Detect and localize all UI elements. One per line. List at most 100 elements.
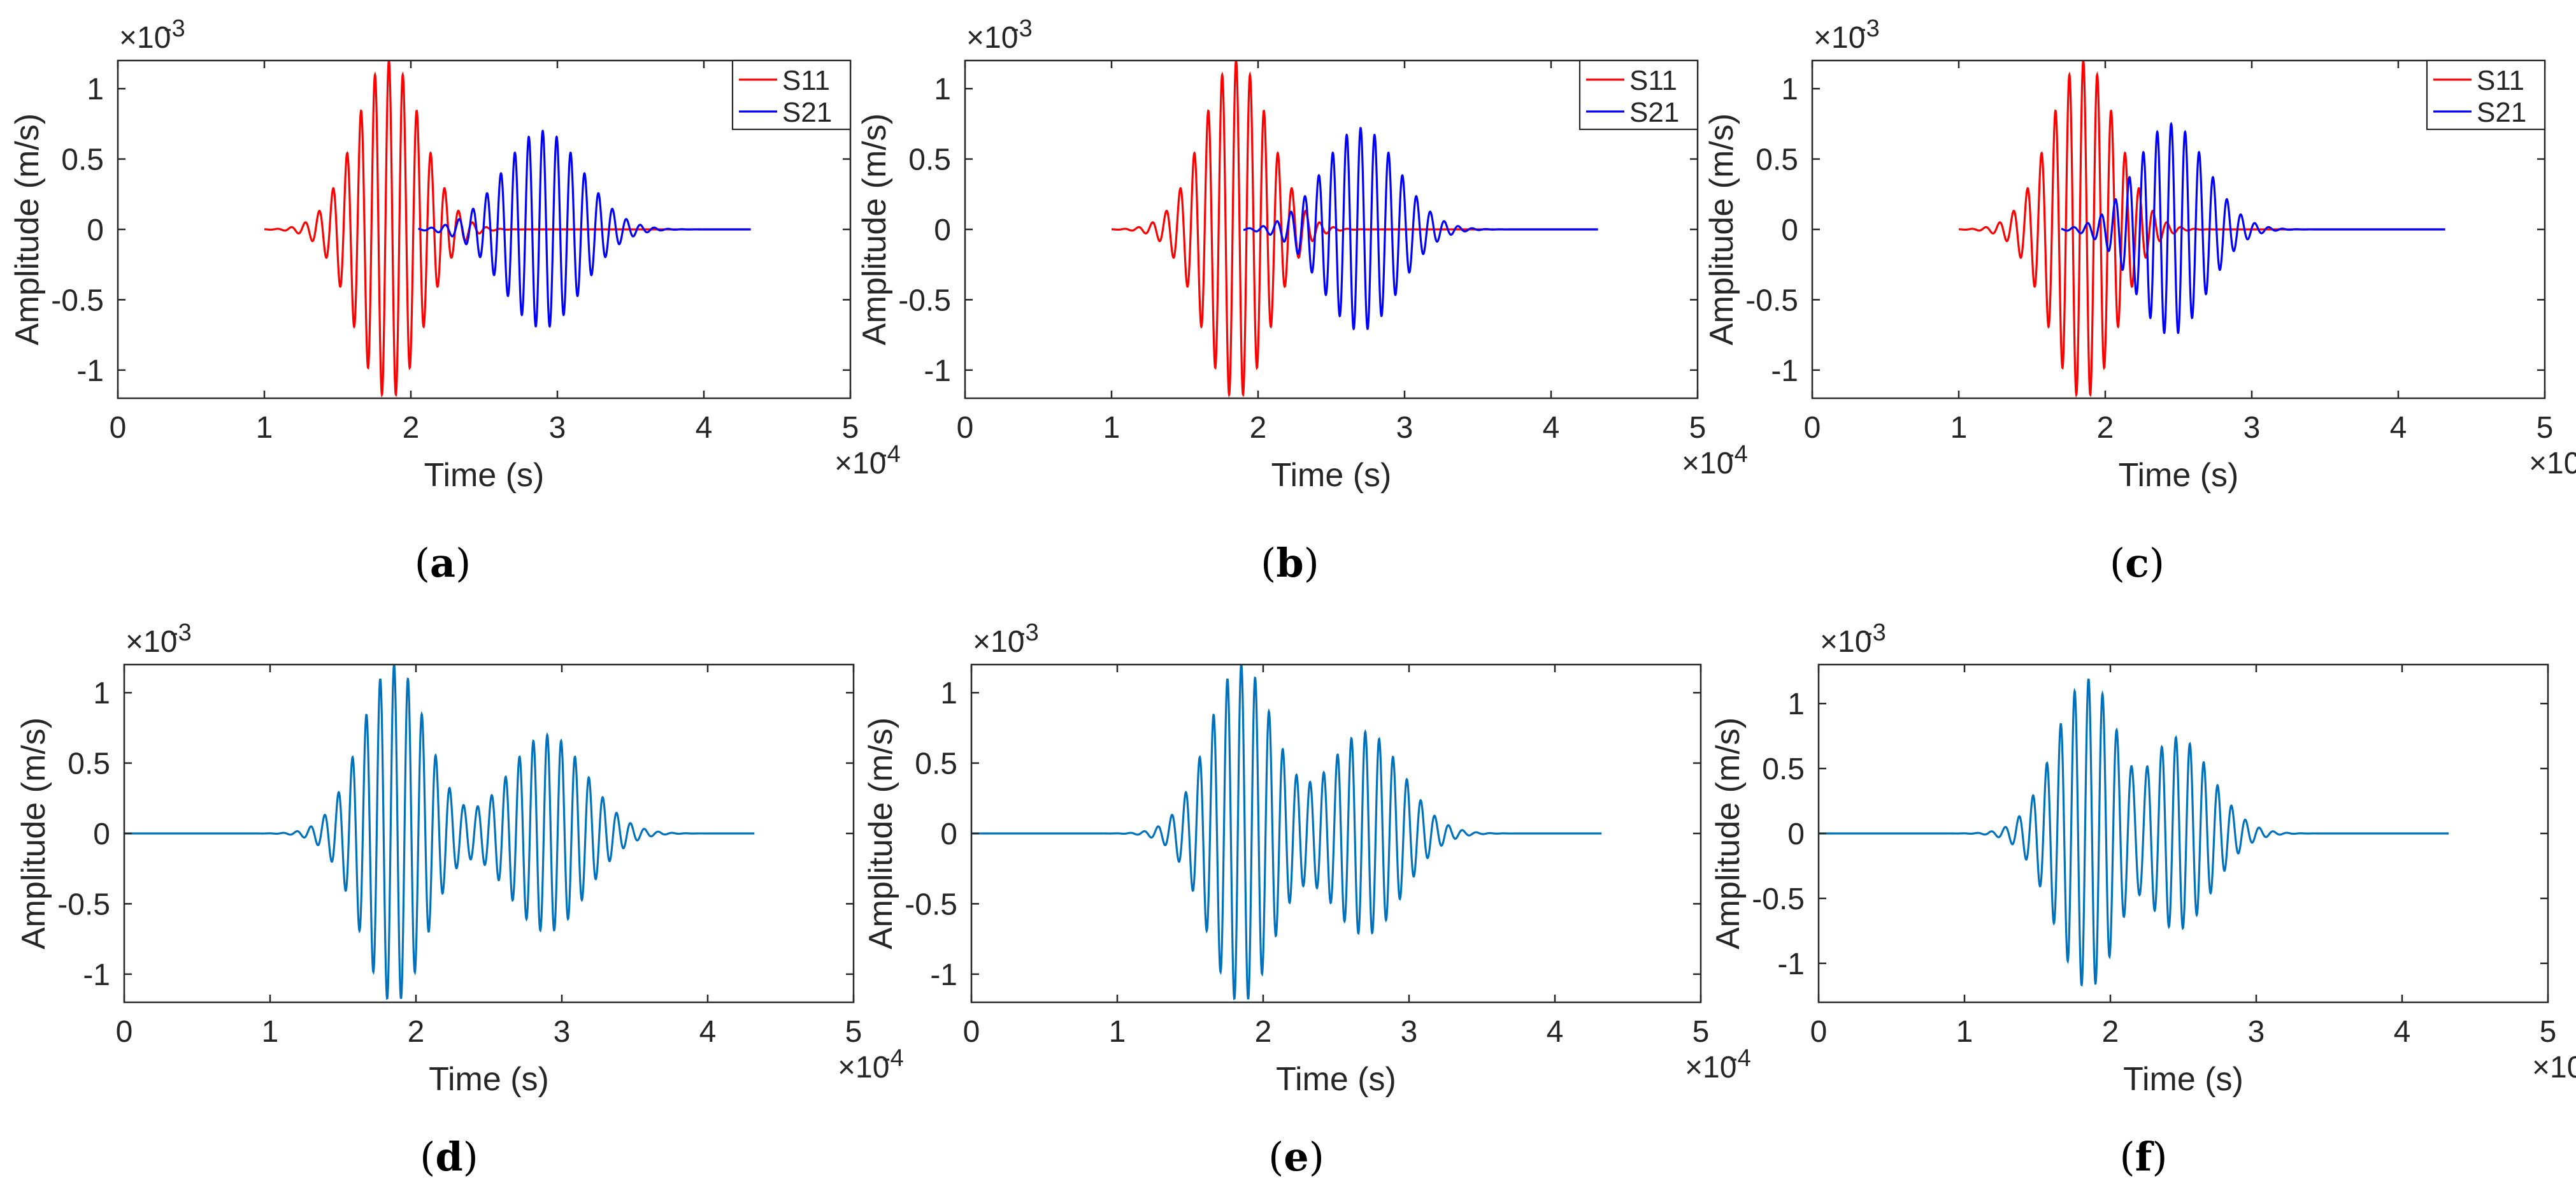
chart-panel-d: 0 1 2 3 4 5 -1 -0.5 0 0.5 1 Time (s) Amplitude (m/s)… [15,619,904,1180]
y-multiplier-label: ×10 [1814,21,1865,55]
series-line-sum-e [971,665,1602,1000]
y-tick-label: 1 [93,677,110,710]
series-line-sum-d [124,665,755,1000]
y-axis-label: Amplitude (m/s) [1710,717,1747,949]
y-multiplier-label: ×10 [973,625,1024,659]
x-multiplier-label: ×10 [834,447,886,480]
x-tick-label: 3 [549,411,566,445]
x-tick-label: 2 [403,411,420,445]
x-tick-label: 3 [554,1015,571,1049]
x-multiplier-label: ×10 [838,1051,889,1084]
y-tick-label: 0 [1781,213,1798,247]
y-multiplier-exponent: -3 [1011,15,1033,42]
y-tick-label: 1 [1781,73,1798,106]
x-tick-label: 2 [2102,1015,2119,1049]
x-tick-label: 3 [2243,411,2261,445]
x-tick-label: 4 [2394,1015,2411,1049]
x-tick-label: 5 [2537,411,2554,445]
y-multiplier-label: ×10 [966,21,1018,55]
series-line-s11-b [1112,61,1598,398]
subfigure-caption-b: (b) [1261,540,1319,586]
x-axis-label: Time (s) [424,457,545,494]
x-tick-label: 4 [699,1015,717,1049]
y-tick-label: -1 [76,354,104,388]
y-axis-label: Amplitude (m/s) [862,717,899,949]
y-tick-label: -1 [930,958,957,992]
x-multiplier-label: ×10 [1682,447,1733,480]
x-tick-label: 4 [696,411,713,445]
x-multiplier-exponent: -4 [1729,1045,1751,1072]
x-tick-label: 3 [2248,1015,2265,1049]
x-tick-label: 3 [1396,411,1413,445]
x-tick-label: 4 [1547,1015,1564,1049]
chart-panel-b: 0 1 2 3 4 5 -1 -0.5 0 0.5 1 Time (s) Amplitude (m/s)… [856,15,1748,586]
y-tick-label: -1 [1771,354,1798,388]
plot-area-a [264,61,751,398]
x-tick-label: 2 [2097,411,2114,445]
x-multiplier-label: ×10 [2529,447,2576,480]
x-tick-label: 5 [2540,1015,2557,1049]
x-multiplier-label: ×10 [1685,1051,1736,1084]
y-axis-label: Amplitude (m/s) [9,113,46,345]
x-tick-label: 5 [845,1015,862,1049]
x-tick-label: 0 [116,1015,133,1049]
y-tick-label: -0.5 [1752,883,1805,916]
x-tick-label: 0 [957,411,974,445]
x-tick-label: 1 [1109,1015,1126,1049]
x-axis-label: Time (s) [429,1061,549,1098]
x-tick-label: 5 [842,411,859,445]
x-multiplier-label: ×10 [2532,1051,2576,1084]
y-tick-label: 1 [940,677,957,710]
legend-label-s11: S11 [1629,65,1677,96]
y-multiplier-label: ×10 [125,625,177,659]
chart-panel-c: 0 1 2 3 4 5 -1 -0.5 0 0.5 1 Time (s) Amplitude (m/s)… [1703,15,2576,586]
plot-area-f [1819,679,2449,987]
subfigure-caption-a: (a) [415,540,471,586]
y-multiplier-exponent: -3 [164,15,185,42]
x-tick-label: 5 [1692,1015,1710,1049]
y-tick-label: 0.5 [908,143,951,177]
plot-area-d [124,665,755,1000]
x-tick-label: 1 [262,1015,279,1049]
y-tick-label: 0 [940,818,957,851]
chart-panel-e: 0 1 2 3 4 5 -1 -0.5 0 0.5 1 Time (s) Amplitude (m/s)… [862,619,1751,1180]
y-tick-label: -0.5 [57,888,110,921]
y-multiplier-exponent: -3 [1864,619,1886,646]
y-tick-label: 0 [934,213,951,247]
y-axis-label: Amplitude (m/s) [15,717,52,949]
y-tick-label: 0.5 [915,747,957,781]
series-line-sum-f [1819,679,2449,987]
x-multiplier-exponent: -4 [882,1045,904,1072]
y-multiplier-label: ×10 [119,21,171,55]
y-multiplier-exponent: -3 [170,619,192,646]
x-tick-label: 4 [1543,411,1560,445]
x-tick-label: 3 [1401,1015,1418,1049]
y-multiplier-exponent: -3 [1017,619,1039,646]
chart-panel-a: 0 1 2 3 4 5 -1 -0.5 0 0.5 1 Time (s) Amplitude (m/s)… [9,15,901,586]
x-multiplier-exponent: -4 [1726,441,1748,468]
x-multiplier-exponent: -4 [2573,441,2576,468]
x-tick-label: 1 [1950,411,1968,445]
x-tick-label: 2 [1255,1015,1272,1049]
legend-box-a [731,59,852,131]
x-axis-label: Time (s) [1276,1061,1396,1098]
subfigure-caption-c: (c) [2110,540,2165,586]
y-tick-label: 0.5 [68,747,110,781]
x-tick-label: 1 [256,411,273,445]
x-tick-label: 4 [2390,411,2407,445]
chart-panel-f: 0 1 2 3 4 5 -1 -0.5 0 0.5 1 Time (s) Amplitude (m/s)… [1710,619,2576,1180]
x-axis-label: Time (s) [1271,457,1392,494]
series-line-s21-c [2061,122,2445,335]
x-tick-label: 0 [963,1015,980,1049]
subfigure-caption-e: (e) [1268,1134,1324,1180]
y-tick-label: 0.5 [61,143,104,177]
y-tick-label: -1 [83,958,110,992]
x-tick-label: 1 [1103,411,1120,445]
y-tick-label: -1 [924,354,951,388]
series-line-s21-b [1243,127,1598,331]
x-tick-label: 0 [1804,411,1821,445]
y-tick-label: 0.5 [1762,753,1805,786]
y-tick-label: -1 [1777,947,1805,981]
series-line-s21-a [418,129,751,328]
x-tick-label: 2 [408,1015,425,1049]
